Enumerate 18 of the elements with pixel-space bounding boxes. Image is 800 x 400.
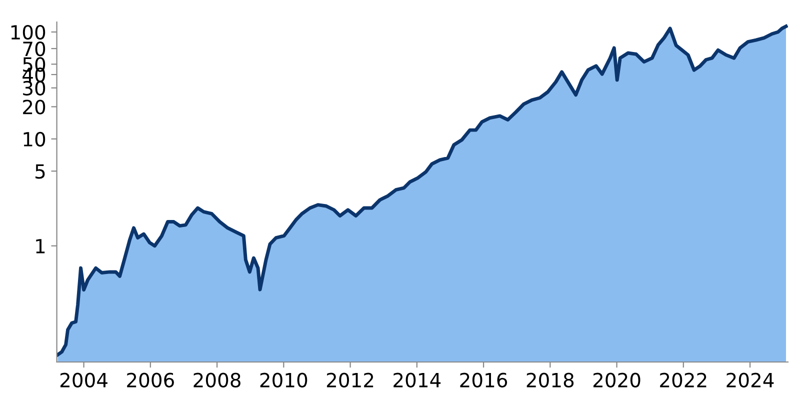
y-tick-label: 100 xyxy=(11,24,46,40)
x-tick-label: 2004 xyxy=(60,372,108,388)
x-tick-label: 2020 xyxy=(593,372,640,388)
x-tick-label: 2008 xyxy=(194,372,240,388)
x-tick-label: 2024 xyxy=(726,372,774,388)
y-tick-label: 10 xyxy=(24,132,46,147)
x-tick-label: 2006 xyxy=(127,372,174,388)
x-tick-label: 2018 xyxy=(526,372,574,388)
x-tick-label: 2014 xyxy=(394,372,441,388)
x-tick-label: 2010 xyxy=(260,372,308,388)
x-tick-label: 2022 xyxy=(660,372,706,388)
y-tick-label: 70 xyxy=(23,42,46,56)
x-tick-label: 2012 xyxy=(326,372,374,388)
y-tick-label: 1 xyxy=(36,239,45,254)
x-tick-label: 2016 xyxy=(460,372,508,388)
y-tick-label: 30 xyxy=(23,80,46,96)
y-tick-label: 5 xyxy=(36,164,45,179)
y-tick-label: 20 xyxy=(23,100,46,114)
